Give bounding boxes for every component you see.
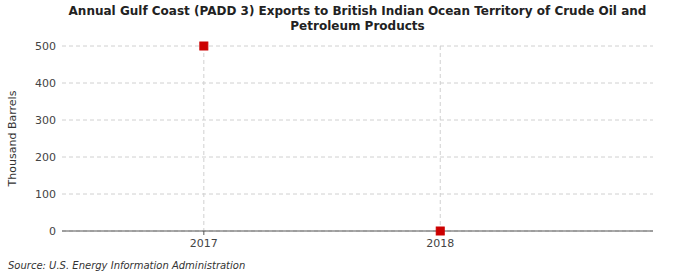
grid-line [62, 120, 653, 121]
tick-label: 200 [35, 151, 56, 164]
grid-line [62, 46, 653, 47]
tick-label: 100 [35, 188, 56, 201]
grid-line [62, 83, 653, 84]
tick-mark [203, 231, 204, 235]
grid-line [62, 194, 653, 195]
tick-label: 0 [49, 225, 56, 238]
axes: 0 100 200 300 400 500 2017 2018 [35, 40, 653, 250]
tick-label: 2017 [190, 237, 218, 250]
tick-label: 500 [35, 40, 56, 53]
tick-label: 300 [35, 114, 56, 127]
grid-line [203, 46, 204, 231]
x-axis-line [62, 231, 653, 232]
tick-label: 2018 [426, 237, 454, 250]
tick-label: 400 [35, 77, 56, 90]
grid-line [62, 231, 653, 232]
point [200, 42, 208, 50]
title: Annual Gulf Coast (PADD 3) Exports to Br… [69, 4, 647, 33]
y-axis-label: Thousand Barrels [6, 90, 19, 187]
chart: Annual Gulf Coast (PADD 3) Exports to Br… [0, 0, 675, 275]
point [436, 227, 444, 235]
grid-line [62, 157, 653, 158]
points [200, 42, 444, 235]
grid-line [440, 46, 441, 231]
annotation: Source: U.S. Energy Information Administ… [8, 260, 245, 271]
